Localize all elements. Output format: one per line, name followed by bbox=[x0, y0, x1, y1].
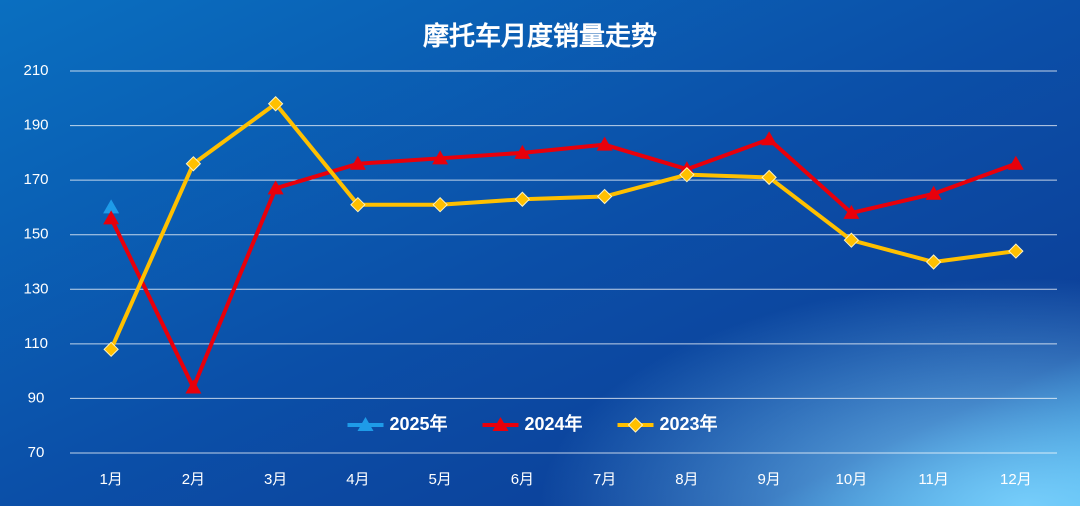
data-point bbox=[1008, 243, 1024, 259]
x-tick-label: 4月 bbox=[346, 471, 369, 488]
data-point bbox=[432, 196, 448, 213]
x-tick-label: 1月 bbox=[99, 471, 122, 488]
data-point bbox=[185, 379, 202, 394]
data-point bbox=[103, 210, 120, 225]
y-tick-label: 170 bbox=[23, 171, 48, 188]
y-tick-label: 150 bbox=[23, 226, 48, 243]
data-point bbox=[267, 180, 284, 195]
x-tick-label: 8月 bbox=[675, 471, 698, 488]
data-point bbox=[514, 191, 531, 207]
x-tick-label: 11月 bbox=[918, 471, 949, 488]
y-tick-label: 90 bbox=[28, 389, 45, 406]
legend-marker bbox=[357, 417, 374, 431]
x-tick-label: 5月 bbox=[428, 471, 451, 488]
x-tick-label: 2月 bbox=[182, 471, 205, 488]
data-point bbox=[843, 232, 860, 248]
data-point bbox=[349, 155, 366, 170]
legend-marker bbox=[492, 417, 509, 431]
data-point bbox=[103, 199, 120, 214]
series-line bbox=[109, 137, 1017, 390]
data-point bbox=[925, 185, 942, 200]
data-point bbox=[432, 150, 449, 165]
data-point bbox=[596, 188, 613, 205]
data-point bbox=[925, 254, 942, 270]
data-point bbox=[514, 144, 531, 159]
y-tick-label: 210 bbox=[23, 62, 48, 79]
legend-label: 2024年 bbox=[525, 413, 583, 434]
data-point bbox=[103, 341, 119, 358]
data-point bbox=[185, 156, 202, 172]
legend-label: 2023年 bbox=[660, 413, 718, 434]
x-tick-label: 7月 bbox=[593, 471, 616, 488]
x-tick-label: 3月 bbox=[264, 471, 287, 488]
data-point bbox=[679, 166, 695, 183]
y-tick-label: 110 bbox=[24, 335, 48, 352]
x-tick-label: 12月 bbox=[1000, 471, 1032, 488]
data-point bbox=[267, 96, 284, 112]
y-tick-label: 70 bbox=[28, 444, 45, 461]
x-tick-label: 10月 bbox=[836, 471, 868, 488]
legend-marker bbox=[627, 417, 644, 433]
data-point bbox=[761, 169, 777, 186]
data-point bbox=[350, 196, 366, 213]
data-point bbox=[843, 204, 860, 219]
data-point bbox=[596, 136, 613, 151]
chart-title: 摩托车月度销量走势 bbox=[423, 21, 657, 51]
legend-label: 2025年 bbox=[390, 413, 448, 434]
y-tick-label: 190 bbox=[23, 117, 48, 134]
x-tick-label: 9月 bbox=[757, 471, 780, 488]
y-tick-label: 130 bbox=[23, 280, 48, 297]
x-tick-label: 6月 bbox=[511, 471, 534, 488]
series-line bbox=[109, 101, 1017, 351]
data-point bbox=[1007, 155, 1024, 170]
data-point bbox=[761, 131, 778, 146]
